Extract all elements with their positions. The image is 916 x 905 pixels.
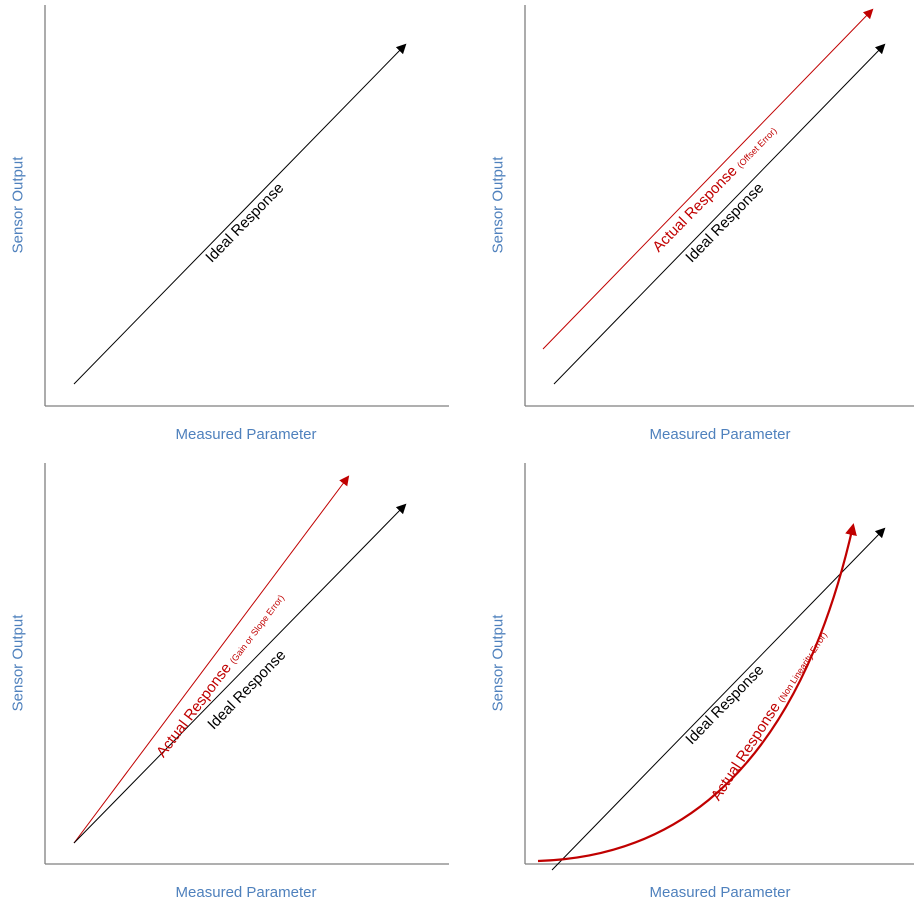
x-axis-title: Measured Parameter — [175, 884, 317, 901]
y-axis-title: Sensor Output — [9, 614, 27, 712]
ideal-response-line — [551, 527, 886, 871]
x-axis-title: Measured Parameter — [175, 426, 317, 443]
y-axis-title: Sensor Output — [9, 156, 27, 254]
x-axis-title: Measured Parameter — [649, 884, 791, 901]
panel-ideal: Ideal Response Measured Parameter Sensor… — [0, 0, 458, 452]
panel-gain-error: Actual Response (Gain or Slope Error) Id… — [0, 453, 458, 905]
plot-area: Actual Response (Offset Error) Ideal Res… — [524, 5, 914, 407]
actual-response-line — [73, 475, 350, 844]
ideal-response-line — [73, 43, 407, 385]
panel-offset-error: Actual Response (Offset Error) Ideal Res… — [458, 0, 916, 452]
actual-response-line — [542, 8, 874, 350]
ideal-response-label: Ideal Response — [202, 180, 287, 266]
actual-response-note: (Non Linearity Error) — [776, 630, 829, 704]
y-axis-title: Sensor Output — [489, 614, 507, 712]
plot-area: Ideal Response — [44, 5, 449, 407]
actual-response-curve — [537, 523, 857, 863]
panel-nonlinearity-error: Ideal Response Actual Response (Non Line… — [458, 453, 916, 905]
plot-area: Actual Response (Gain or Slope Error) Id… — [44, 463, 449, 865]
actual-response-note: (Offset Error) — [735, 126, 779, 170]
y-axis-title: Sensor Output — [489, 156, 507, 254]
plot-area: Ideal Response Actual Response (Non Line… — [524, 463, 914, 871]
ideal-response-line — [73, 503, 407, 844]
actual-response-label: Actual Response (Non Linearity Error) — [708, 627, 831, 803]
x-axis-title: Measured Parameter — [649, 426, 791, 443]
ideal-response-line — [553, 43, 886, 385]
